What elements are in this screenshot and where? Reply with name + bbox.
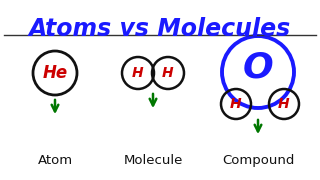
Text: Atom: Atom (37, 154, 73, 167)
Text: O: O (243, 51, 273, 85)
Text: Compound: Compound (222, 154, 294, 167)
Text: Molecule: Molecule (123, 154, 183, 167)
Text: H: H (278, 97, 290, 111)
Text: H: H (230, 97, 242, 111)
Text: Atoms vs Molecules: Atoms vs Molecules (29, 17, 291, 41)
Text: H: H (132, 66, 144, 80)
Text: He: He (43, 64, 68, 82)
Text: H: H (162, 66, 174, 80)
